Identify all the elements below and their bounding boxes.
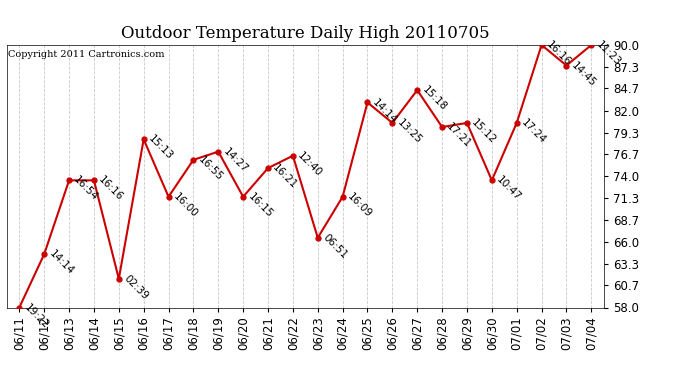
Title: Outdoor Temperature Daily High 20110705: Outdoor Temperature Daily High 20110705: [121, 25, 490, 42]
Text: 14:45: 14:45: [569, 60, 598, 88]
Text: 02:39: 02:39: [121, 273, 150, 302]
Text: 14:14: 14:14: [47, 249, 75, 277]
Text: 11:23: 11:23: [594, 39, 622, 68]
Text: 14:14: 14:14: [371, 97, 399, 125]
Text: 17:21: 17:21: [445, 122, 473, 150]
Text: 16:15: 16:15: [246, 191, 275, 220]
Text: 16:54: 16:54: [72, 175, 100, 203]
Text: 10:47: 10:47: [495, 175, 523, 203]
Text: 16:21: 16:21: [270, 162, 299, 191]
Text: 19:22: 19:22: [22, 302, 50, 330]
Text: 16:16: 16:16: [544, 39, 573, 68]
Text: 16:09: 16:09: [346, 191, 374, 219]
Text: 15:13: 15:13: [146, 134, 175, 162]
Text: 14:27: 14:27: [221, 146, 249, 174]
Text: 15:18: 15:18: [420, 84, 448, 113]
Text: 15:12: 15:12: [470, 117, 498, 146]
Text: 12:40: 12:40: [296, 150, 324, 178]
Text: 17:24: 17:24: [520, 117, 548, 146]
Text: Copyright 2011 Cartronics.com: Copyright 2011 Cartronics.com: [8, 50, 165, 59]
Text: 16:55: 16:55: [196, 154, 224, 183]
Text: 13:25: 13:25: [395, 117, 424, 146]
Text: 16:00: 16:00: [171, 191, 199, 219]
Text: 06:51: 06:51: [321, 232, 349, 261]
Text: 16:16: 16:16: [97, 175, 125, 203]
